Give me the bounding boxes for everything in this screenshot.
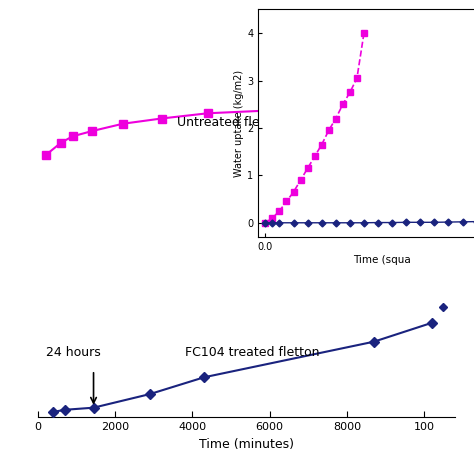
Text: FC104 treated fletton: FC104 treated fletton bbox=[185, 346, 319, 359]
Text: 24 hours: 24 hours bbox=[46, 346, 100, 359]
Y-axis label: Water uptake (kg/m2): Water uptake (kg/m2) bbox=[235, 70, 245, 177]
Text: Untreated fletton: Untreated fletton bbox=[177, 116, 285, 129]
X-axis label: Time (minutes): Time (minutes) bbox=[199, 438, 294, 450]
X-axis label: Time (squa: Time (squa bbox=[353, 255, 410, 264]
